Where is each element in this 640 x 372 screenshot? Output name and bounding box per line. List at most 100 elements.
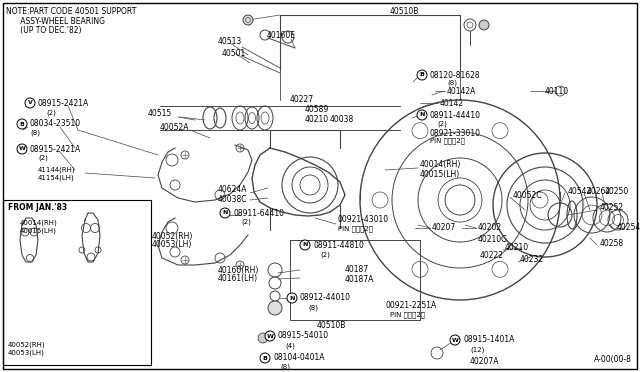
Text: 40053(LH): 40053(LH) [152,241,193,250]
Text: 40052A: 40052A [160,124,189,132]
Circle shape [300,240,310,250]
Text: 08104-0401A: 08104-0401A [273,353,324,362]
Text: (2): (2) [241,219,251,225]
Text: B: B [420,73,424,77]
Text: A-00(00-8: A-00(00-8 [594,355,632,364]
Text: N: N [419,112,425,118]
Text: 40207: 40207 [432,224,456,232]
Text: 40142: 40142 [440,99,464,108]
Text: W: W [267,334,273,339]
Text: 40187A: 40187A [345,275,374,283]
Text: W: W [19,147,26,151]
Text: 08915-2421A: 08915-2421A [30,144,81,154]
Circle shape [265,331,275,341]
Text: B: B [262,356,268,360]
Text: (8): (8) [280,364,290,370]
Text: 40210: 40210 [505,244,529,253]
Text: 00921-2251A: 00921-2251A [385,301,436,311]
Text: 40624A: 40624A [218,186,248,195]
Text: NOTE:PART CODE 40501 SUPPORT: NOTE:PART CODE 40501 SUPPORT [6,7,136,16]
Text: 08120-81628: 08120-81628 [430,71,481,80]
Circle shape [479,20,489,30]
Text: 40160E: 40160E [267,32,296,41]
Text: 40110: 40110 [545,87,569,96]
Circle shape [220,208,230,218]
Text: (8): (8) [308,305,318,311]
Bar [3,200,151,365]
Text: 08911-44410: 08911-44410 [430,110,481,119]
Text: 40510B: 40510B [390,7,419,16]
Text: 40053(LH): 40053(LH) [8,350,45,356]
Text: 40589: 40589 [305,106,329,115]
Text: PIN ピン〈2〉: PIN ピン〈2〉 [338,226,373,232]
Text: 40015(LH): 40015(LH) [420,170,460,180]
Circle shape [243,15,253,25]
Text: 40014(RH): 40014(RH) [20,220,58,226]
Text: 40222: 40222 [480,250,504,260]
Text: PIN ピン〈2〉: PIN ピン〈2〉 [390,312,425,318]
Text: 40515: 40515 [148,109,172,119]
Text: 40207A: 40207A [470,357,499,366]
Text: 40542: 40542 [568,187,592,196]
Circle shape [450,335,460,345]
Text: 40052C: 40052C [513,190,543,199]
Text: 40014(RH): 40014(RH) [420,160,461,170]
Circle shape [17,144,27,154]
Text: 40510B: 40510B [317,321,346,330]
Text: 00921-43010: 00921-43010 [338,215,389,224]
Text: N: N [222,211,228,215]
Text: 08911-44810: 08911-44810 [313,241,364,250]
Circle shape [417,110,427,120]
Text: N: N [302,243,308,247]
Text: 40501: 40501 [222,48,246,58]
Circle shape [25,98,35,108]
Text: 40052(RH): 40052(RH) [8,342,45,348]
Text: N: N [289,295,294,301]
Text: (4): (4) [285,343,295,349]
Text: PIN ピン〈2〉: PIN ピン〈2〉 [430,138,465,144]
Text: (8): (8) [30,130,40,136]
Text: (12): (12) [470,347,484,353]
Text: 40252: 40252 [600,203,624,212]
Text: 40232: 40232 [520,256,544,264]
Text: V: V [28,100,33,106]
Text: 40250: 40250 [605,187,629,196]
Text: 08915-2421A: 08915-2421A [38,99,89,108]
Circle shape [287,293,297,303]
Text: 41154(LH): 41154(LH) [38,175,75,181]
Text: 40258: 40258 [600,238,624,247]
Text: 40513: 40513 [218,38,243,46]
Text: 08911-64410: 08911-64410 [233,208,284,218]
Circle shape [17,119,27,129]
Text: (2): (2) [38,155,48,161]
Text: 40254: 40254 [617,224,640,232]
Circle shape [260,353,270,363]
Text: 40227: 40227 [290,94,314,103]
Text: FROM JAN.'83: FROM JAN.'83 [8,202,67,212]
Text: 40052(RH): 40052(RH) [152,231,193,241]
Circle shape [417,70,427,80]
Text: 40262: 40262 [587,187,611,196]
Text: 41144(RH): 41144(RH) [38,167,76,173]
Text: 40210G: 40210G [478,235,508,244]
Text: (2): (2) [320,252,330,258]
Text: (2): (2) [46,110,56,116]
Text: ASSY-WHEEL BEARING: ASSY-WHEEL BEARING [6,16,105,26]
Circle shape [268,301,282,315]
Text: 08915-1401A: 08915-1401A [463,336,515,344]
Text: 08912-44010: 08912-44010 [300,294,351,302]
Text: 40142A: 40142A [447,87,476,96]
Text: 40015(LH): 40015(LH) [20,228,57,234]
Text: (UP TO DEC.'82): (UP TO DEC.'82) [6,26,81,35]
Text: 40038C: 40038C [218,196,248,205]
Text: 40202: 40202 [478,224,502,232]
Text: B: B [20,122,24,126]
Text: 40160(RH): 40160(RH) [218,266,259,275]
Text: 40210: 40210 [305,115,329,125]
Text: 40161(LH): 40161(LH) [218,275,258,283]
Text: (8): (8) [447,80,457,86]
Text: 08921-33010: 08921-33010 [430,128,481,138]
Circle shape [258,333,268,343]
Text: W: W [452,337,458,343]
Text: 40038: 40038 [330,115,355,125]
